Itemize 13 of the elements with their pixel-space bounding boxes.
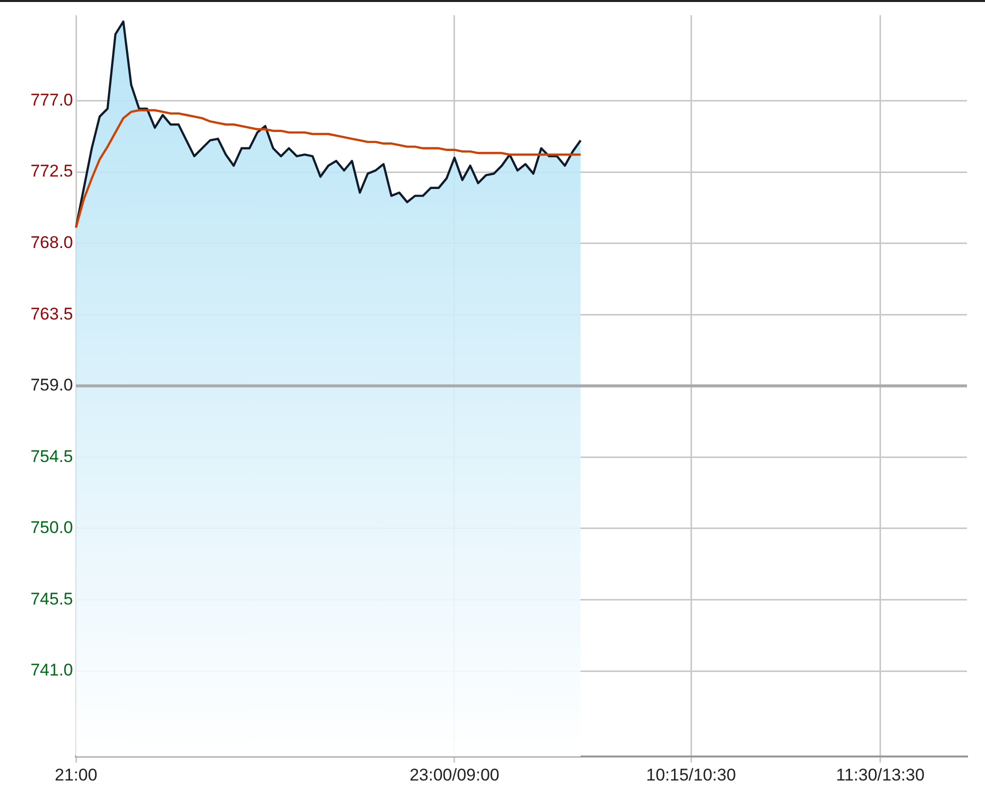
x-tick-label: 11:30/13:30 — [836, 765, 925, 784]
y-tick-label: 763.5 — [30, 304, 73, 324]
x-tick-label: 10:15/10:30 — [646, 765, 736, 784]
y-tick-label: 768.0 — [30, 233, 73, 252]
x-tick-label: 23:00/09:00 — [410, 765, 500, 784]
y-tick-label: 750.0 — [30, 518, 73, 538]
y-tick-label: 777.0 — [30, 90, 73, 110]
y-tick-label: 741.0 — [30, 660, 73, 680]
y-tick-label: 754.5 — [30, 446, 73, 466]
y-tick-label: 772.5 — [30, 162, 73, 181]
x-tick-label: 21:00 — [54, 765, 98, 784]
y-tick-label: 745.5 — [30, 589, 73, 608]
y-tick-label: 759.0 — [30, 376, 73, 395]
